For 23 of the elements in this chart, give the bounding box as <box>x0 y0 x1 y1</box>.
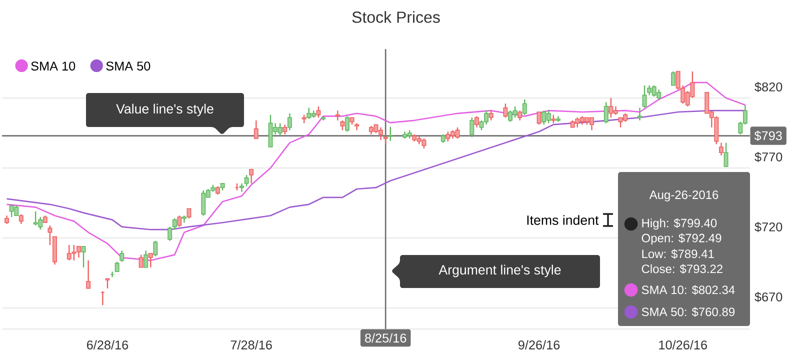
legend-label: SMA 10 <box>31 62 76 71</box>
ref-line-label: 8/25/16 <box>365 333 406 343</box>
annotation: Argument line's style <box>438 264 561 278</box>
y-tick-label: $820 <box>754 82 782 92</box>
annotation: Aug-26-2016 <box>649 190 718 202</box>
annotation: Open: $792.49 <box>642 233 722 245</box>
annotation: High: $799.40 <box>642 218 717 230</box>
y-tick-label: $670 <box>754 292 782 302</box>
ref-line-label: $793 <box>754 130 782 141</box>
y-tick-label: $770 <box>754 152 782 162</box>
legend-label: SMA 50 <box>106 62 150 71</box>
annotation: Value line's style <box>116 104 214 116</box>
annotation: SMA 10: $802.34 <box>642 285 735 295</box>
chart-title: Stock Prices <box>352 11 440 23</box>
annotation: SMA 50: $760.89 <box>642 307 735 317</box>
x-tick-label: 9/26/16 <box>518 340 560 350</box>
annotation: Low: $789.41 <box>642 249 714 259</box>
x-tick-label: 6/28/16 <box>87 340 128 350</box>
annotation: Items indent <box>527 215 599 225</box>
x-tick-label: 10/26/16 <box>659 340 707 350</box>
x-tick-label: 7/28/16 <box>230 340 272 350</box>
y-tick-label: $720 <box>754 222 782 232</box>
annotation: Close: $793.22 <box>642 264 722 274</box>
